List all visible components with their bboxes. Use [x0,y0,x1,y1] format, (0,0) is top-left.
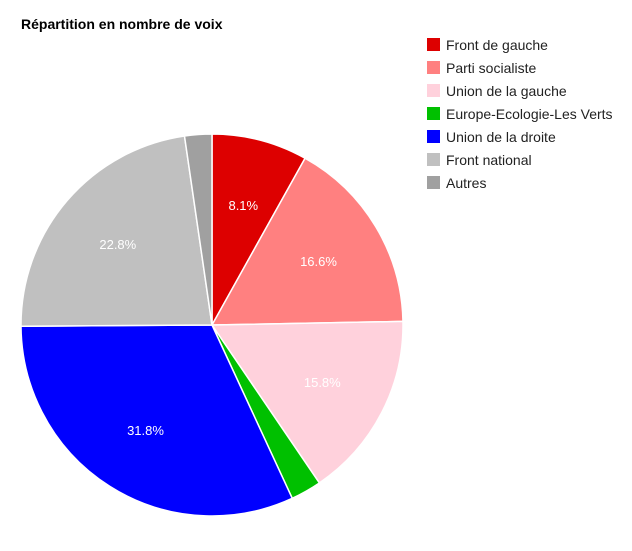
chart-legend: Front de gauche Parti socialiste Union de … [427,33,613,194]
pie-slice-front-de-gauche[interactable] [211,133,307,328]
legend-label: Europe-Ecologie-Les Verts [446,105,613,122]
pie-slice-parti-socialiste[interactable] [210,157,404,326]
legend-swatch [427,153,440,166]
legend-swatch [427,38,440,51]
legend-item-autres[interactable]: Autres [427,171,613,194]
legend-label: Union de la droite [446,128,556,145]
legend-item-europe-ecologie-les-verts[interactable]: Europe-Ecologie-Les Verts [427,102,613,125]
chart-title: Répartition en nombre de voix [21,16,223,32]
slice-label-union-de-la-droite: 31.8% [127,423,164,438]
pie-slice-front-national[interactable] [20,135,213,327]
legend-label: Union de la gauche [446,82,567,99]
slice-label-front-de-gauche: 8.1% [228,198,258,213]
pie-slice-union-de-la-gauche[interactable] [210,320,404,485]
legend-label: Front de gauche [446,36,548,53]
legend-item-union-de-la-droite[interactable]: Union de la droite [427,125,613,148]
slice-label-parti-socialiste: 16.6% [300,254,337,269]
pie-slice-autres[interactable] [183,133,213,326]
legend-item-parti-socialiste[interactable]: Parti socialiste [427,56,613,79]
legend-label: Parti socialiste [446,59,537,76]
legend-swatch [427,176,440,189]
legend-swatch [427,107,440,120]
legend-item-front-de-gauche[interactable]: Front de gauche [427,33,613,56]
legend-swatch [427,84,440,97]
legend-item-union-de-la-gauche[interactable]: Union de la gauche [427,79,613,102]
slice-label-union-de-la-gauche: 15.8% [304,375,341,390]
legend-label: Front national [446,151,532,168]
legend-swatch [427,130,440,143]
pie-slice-union-de-la-droite[interactable] [20,324,294,517]
slice-label-front-national: 22.8% [99,237,136,252]
legend-swatch [427,61,440,74]
legend-item-front-national[interactable]: Front national [427,148,613,171]
legend-label: Autres [446,174,487,191]
